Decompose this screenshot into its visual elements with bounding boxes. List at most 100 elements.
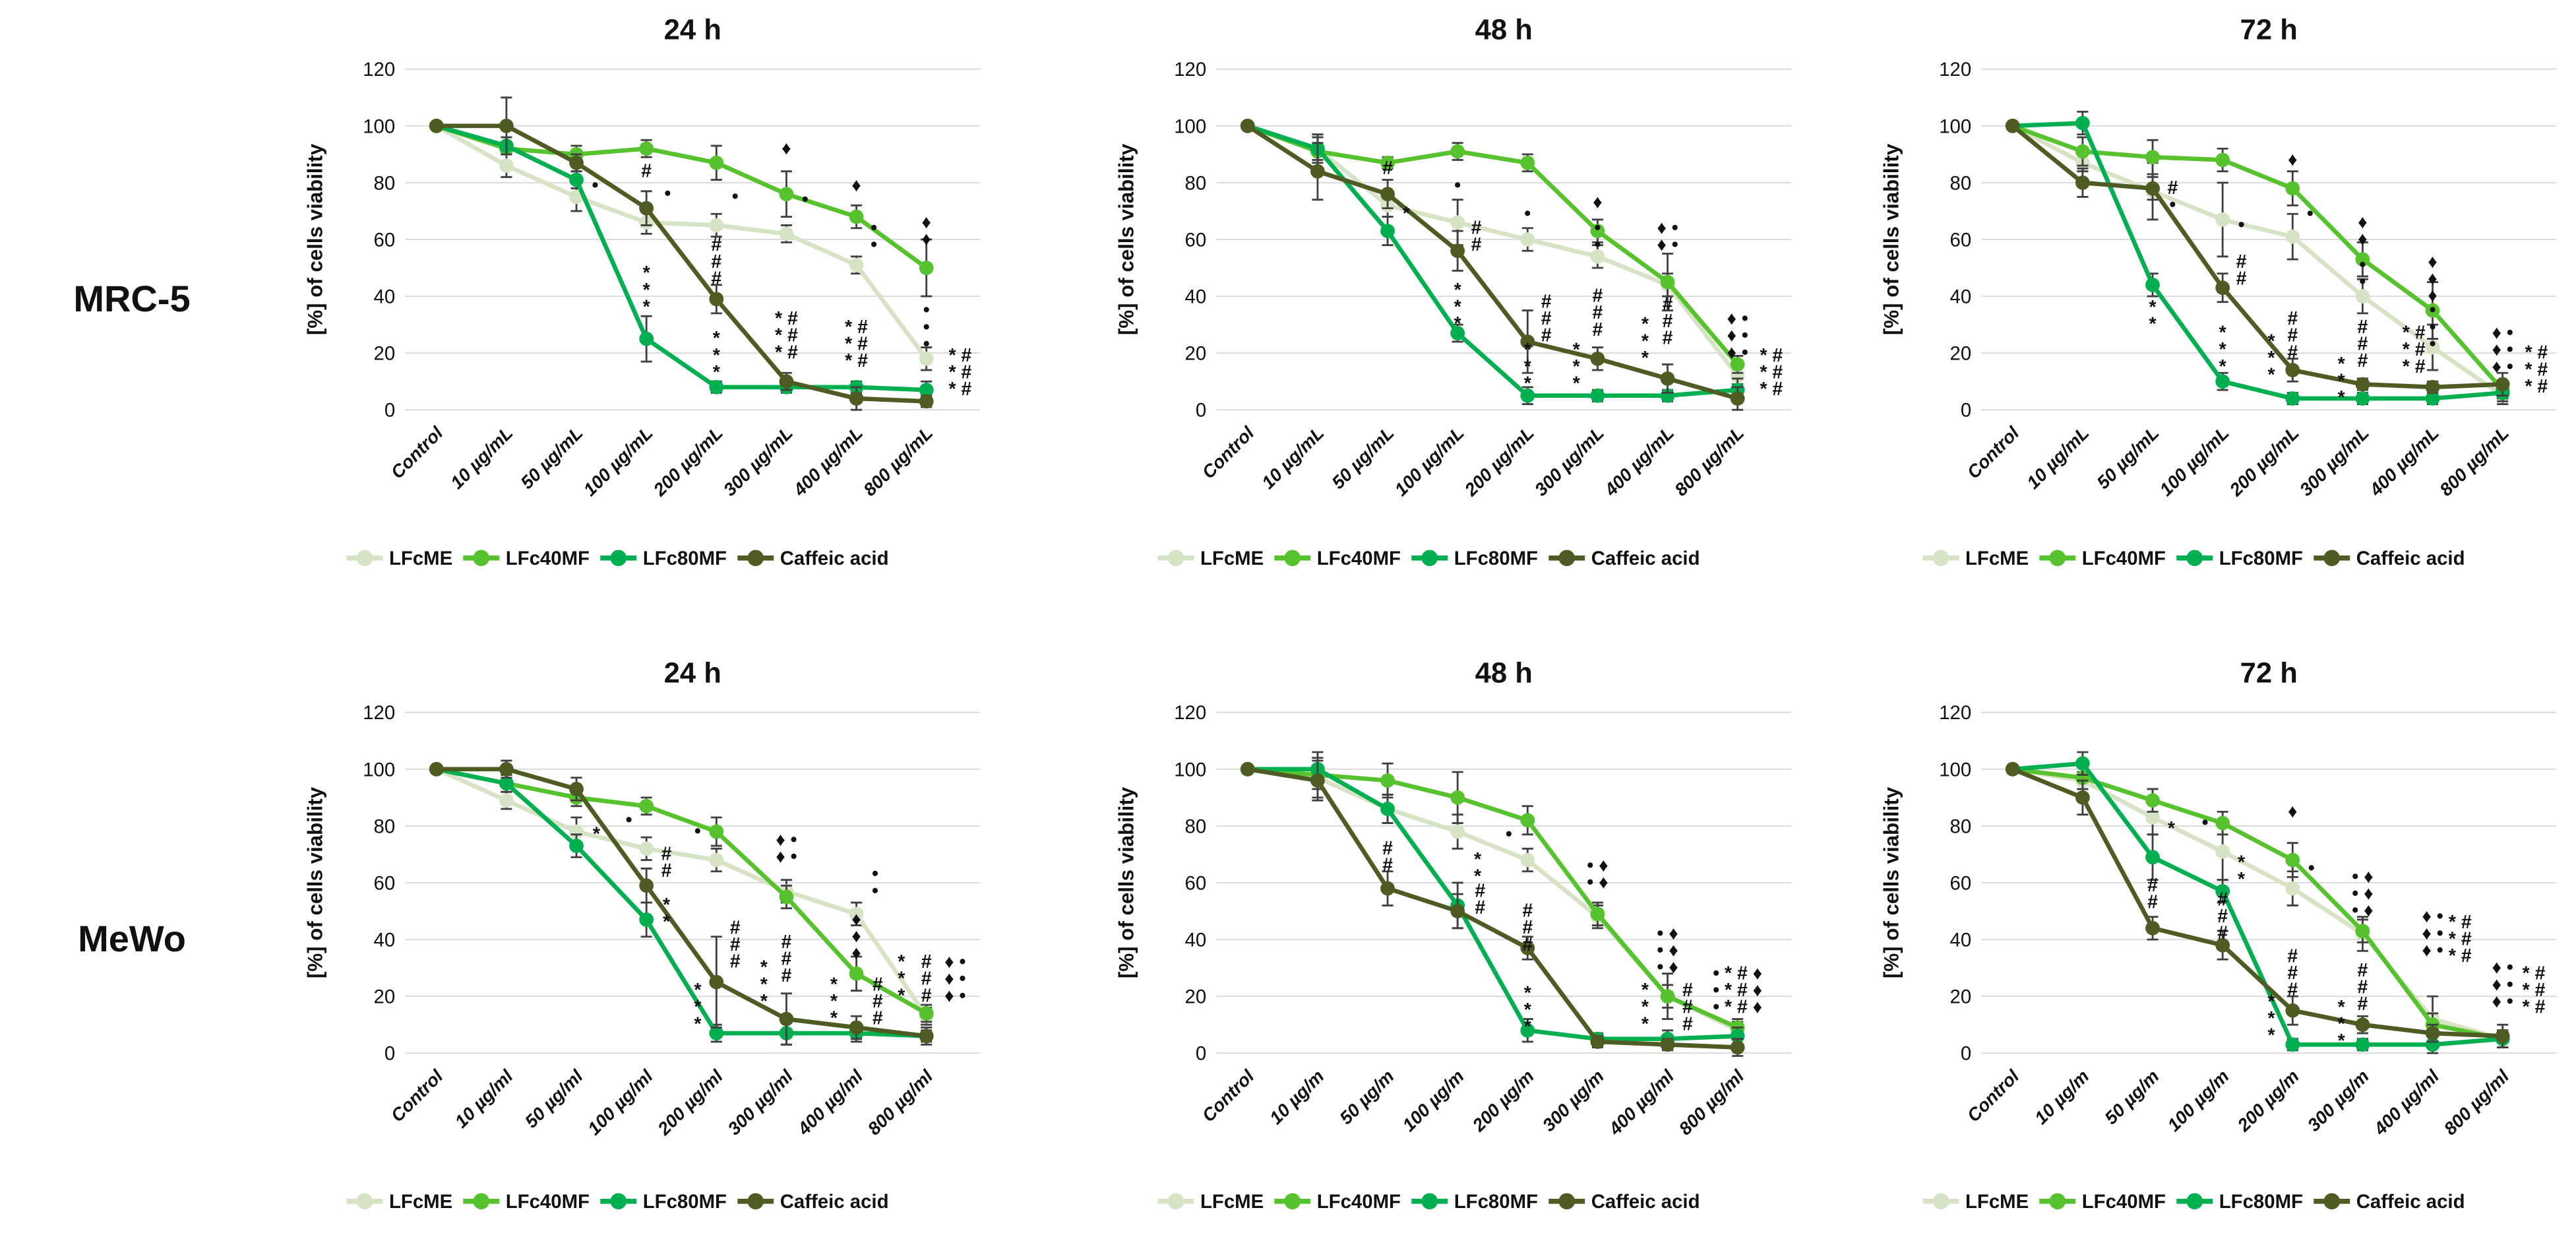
significance-symbols: * # <box>2403 339 2426 360</box>
data-point <box>1520 232 1535 247</box>
data-point <box>1520 813 1535 828</box>
significance-symbols: * <box>713 328 721 349</box>
legend-label: LFc40MF <box>506 1191 590 1213</box>
legend-item: LFc80MF <box>1411 548 1538 569</box>
y-axis-tick-label: 120 <box>363 59 395 80</box>
x-axis-tick-label: 400 µg/mL <box>789 422 867 500</box>
data-point <box>2285 852 2300 868</box>
significance-symbols: # <box>921 951 932 972</box>
significance-annotation: ♦ •♦ • <box>776 829 797 868</box>
significance-symbols: # <box>782 949 792 970</box>
significance-symbols: • <box>2359 254 2366 275</box>
x-axis-tick-label: 200 µg/m <box>2233 1066 2303 1135</box>
data-point <box>2215 938 2230 953</box>
x-axis-tick-label: 10 µg/mL <box>446 422 517 493</box>
data-point <box>1520 155 1535 170</box>
significance-symbols: # <box>2287 342 2298 363</box>
chart-mrc5-72h: 72 h 0 20 40 60 80 100 120 [%] of cells viabilit… <box>1853 7 2572 591</box>
data-point <box>2285 363 2300 377</box>
chart-title: 72 h <box>2240 657 2298 689</box>
x-axis-tick-label: 400 µg/ml <box>2370 1066 2444 1140</box>
significance-annotation: ### <box>1593 286 1603 340</box>
data-point <box>639 201 654 216</box>
significance-annotation: * <box>1403 203 1411 224</box>
significance-symbols: # <box>730 917 741 938</box>
data-point <box>1450 326 1465 340</box>
significance-symbols: • <box>871 217 877 238</box>
legend-dot-marker <box>1558 1193 1576 1210</box>
significance-symbols: # <box>1541 308 1552 329</box>
significance-symbols: • ♦ <box>1657 957 1678 978</box>
x-axis-tick-label: 100 µg/mL <box>1390 422 1467 499</box>
x-axis-tick-label: 300 µg/m <box>2304 1066 2373 1135</box>
significance-symbols: * <box>1403 203 1411 224</box>
significance-symbols: ♦ <box>2358 212 2368 233</box>
data-point <box>1590 351 1605 366</box>
significance-symbols: * <box>1524 356 1532 377</box>
legend-label: Caffeic acid <box>780 1191 889 1213</box>
y-axis-tick-label: 20 <box>1950 343 1972 365</box>
significance-symbols: # <box>1663 311 1673 332</box>
significance-symbols: ♦ <box>851 926 861 947</box>
significance-symbols: ♦ • <box>1727 308 1748 329</box>
significance-symbols: • <box>1506 823 1512 844</box>
y-axis-tick-label: 100 <box>1174 759 1206 780</box>
significance-annotation: *** <box>1524 339 1532 394</box>
significance-annotation: ♦ •♦ •♦ • <box>944 951 966 1006</box>
significance-symbols: # <box>1471 234 1482 255</box>
significance-symbols: * <box>694 997 702 1018</box>
y-axis-tick-label: 80 <box>374 815 396 837</box>
series-line <box>434 123 929 393</box>
significance-symbols: ♦ <box>1593 192 1603 213</box>
significance-symbols: * <box>1524 982 1532 1003</box>
significance-symbols: • <box>2308 858 2315 879</box>
chart-svg-mewo-72h: 72 h 0 20 40 60 80 100 120 [%] of cells viabilit… <box>1880 657 2557 1213</box>
significance-symbols: # <box>1475 897 1485 918</box>
significance-symbols: ♦ • <box>1657 234 1678 255</box>
significance-symbols: • <box>2202 812 2209 833</box>
data-point <box>709 824 724 839</box>
chart-mrc5-24h: 24 h 0 20 40 60 80 100 120 [%] of cells viabilit… <box>277 7 996 591</box>
significance-annotation: ♦ •♦ • <box>1657 217 1678 255</box>
significance-symbols: * <box>1524 373 1532 395</box>
data-point <box>2355 924 2370 939</box>
significance-symbols: # <box>1522 934 1533 955</box>
significance-annotation: *** <box>1641 314 1649 369</box>
x-axis-tick-label: 50 µg/ml <box>521 1066 588 1132</box>
significance-symbols: ♦ • <box>2422 939 2443 961</box>
significance-symbols: * # <box>948 379 971 400</box>
significance-symbols: • <box>802 189 809 210</box>
chart-title: 48 h <box>1475 14 1533 46</box>
y-axis-tick-label: 0 <box>384 1043 395 1065</box>
significance-symbols: # <box>921 985 932 1006</box>
significance-symbols: ♦ <box>851 943 861 964</box>
significance-annotation: * #* #* # <box>2525 342 2548 397</box>
significance-symbols: * # <box>948 345 971 366</box>
significance-symbols: * <box>2338 371 2346 392</box>
data-point <box>1240 761 1255 777</box>
series-line <box>2010 121 2505 401</box>
x-axis-tick-label: 300 µg/ml <box>723 1066 797 1139</box>
significance-symbols: * <box>2268 365 2276 386</box>
x-axis-tick-label: 100 µg/m <box>1398 1066 1467 1135</box>
x-axis-tick-label: 50 µg/mL <box>2093 422 2163 493</box>
significance-symbols: # <box>1682 980 1693 1001</box>
significance-annotation: # <box>1382 158 1393 179</box>
significance-symbols: • <box>923 317 930 338</box>
y-axis-tick-label: 0 <box>1196 400 1206 422</box>
data-point <box>2145 850 2160 865</box>
data-point <box>2425 303 2440 318</box>
y-axis-tick-label: 60 <box>1185 872 1207 894</box>
data-point <box>919 261 934 275</box>
data-point <box>2425 379 2440 395</box>
data-point <box>1730 391 1745 406</box>
data-point <box>1730 357 1745 372</box>
data-point <box>2075 144 2090 159</box>
series-line <box>434 767 929 1016</box>
significance-symbols: * <box>898 985 905 1006</box>
significance-symbols: ♦ • <box>2492 356 2513 377</box>
significance-symbols: * <box>1641 980 1649 1001</box>
legend-dot-marker <box>747 550 764 567</box>
significance-symbols: * <box>663 895 671 916</box>
data-point <box>1590 249 1605 264</box>
